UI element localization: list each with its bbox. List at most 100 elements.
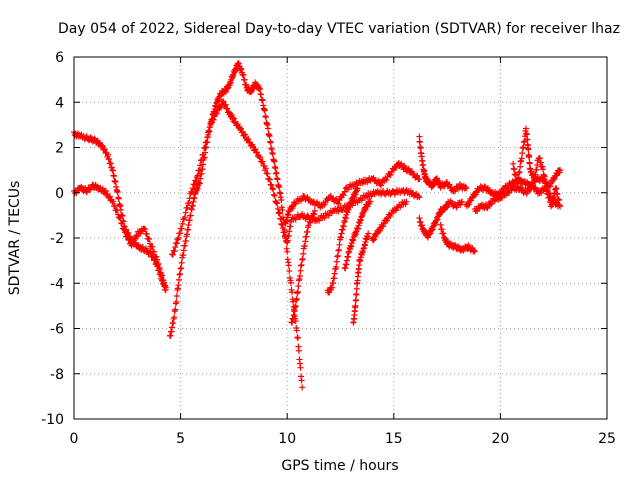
data-point xyxy=(118,220,125,227)
series-trace-f xyxy=(284,186,423,244)
data-point xyxy=(266,176,273,183)
data-point xyxy=(353,291,360,298)
data-point xyxy=(525,146,532,153)
data-point xyxy=(516,168,523,175)
data-point xyxy=(519,150,526,157)
data-point xyxy=(184,204,191,211)
data-point xyxy=(336,241,343,248)
data-point xyxy=(542,180,549,187)
data-point xyxy=(245,135,252,142)
data-point xyxy=(459,198,466,205)
data-point xyxy=(299,256,306,263)
data-point xyxy=(91,135,98,142)
data-point xyxy=(290,298,297,305)
data-point xyxy=(178,225,185,232)
data-point xyxy=(177,230,184,237)
data-point xyxy=(162,287,169,294)
data-point xyxy=(114,207,121,214)
data-point xyxy=(185,200,192,207)
series-trace-j xyxy=(350,230,372,326)
data-point xyxy=(293,327,300,334)
series-trace-n xyxy=(437,221,478,255)
data-point xyxy=(465,201,472,208)
data-point xyxy=(204,134,211,141)
data-point xyxy=(264,170,271,177)
y-tick-label: -6 xyxy=(50,322,64,338)
data-point xyxy=(526,154,533,161)
series-trace-i xyxy=(341,198,374,272)
data-point xyxy=(384,217,391,224)
data-point xyxy=(389,187,396,194)
data-point xyxy=(201,144,208,151)
data-point xyxy=(121,226,128,233)
data-point xyxy=(557,203,564,210)
data-point xyxy=(378,182,385,189)
data-point xyxy=(198,156,205,163)
data-point xyxy=(443,179,450,186)
data-point xyxy=(150,248,157,255)
data-point xyxy=(384,173,391,180)
data-point xyxy=(182,209,189,216)
data-point xyxy=(297,267,304,274)
data-point xyxy=(365,230,372,237)
data-point xyxy=(295,347,302,354)
data-point xyxy=(259,158,266,165)
data-point xyxy=(122,229,129,236)
data-point xyxy=(178,259,185,266)
data-point xyxy=(114,189,121,196)
data-point xyxy=(273,169,280,176)
y-tick-label: 2 xyxy=(55,141,64,157)
data-point xyxy=(269,150,276,157)
data-point xyxy=(210,116,217,123)
data-point xyxy=(213,110,220,117)
data-point xyxy=(414,172,421,179)
data-point xyxy=(196,167,203,174)
data-point xyxy=(241,132,248,139)
data-point xyxy=(193,177,200,184)
data-point xyxy=(173,292,180,299)
data-point xyxy=(463,185,470,192)
data-point xyxy=(146,236,153,243)
y-tick-label: 0 xyxy=(55,186,64,202)
data-point xyxy=(270,191,277,198)
data-point xyxy=(261,107,268,114)
data-point xyxy=(518,155,525,162)
data-point xyxy=(551,176,558,183)
data-point xyxy=(392,164,399,171)
data-point xyxy=(252,146,259,153)
data-point xyxy=(99,142,106,149)
data-point xyxy=(295,283,302,290)
data-point xyxy=(189,185,196,192)
data-point xyxy=(380,223,387,230)
data-point xyxy=(345,206,352,213)
data-point xyxy=(205,128,212,135)
data-point xyxy=(416,194,423,201)
x-tick-label: 10 xyxy=(278,431,296,447)
data-point xyxy=(230,115,237,122)
y-tick-label: -2 xyxy=(50,231,64,247)
series-trace-d xyxy=(169,98,291,258)
data-point xyxy=(324,197,331,204)
data-point xyxy=(311,211,318,218)
data-point xyxy=(254,149,261,156)
x-tick-label: 0 xyxy=(70,431,79,447)
series-trace-e xyxy=(282,160,423,227)
data-point xyxy=(213,110,220,117)
data-point xyxy=(115,195,122,202)
y-tick-label: 6 xyxy=(55,50,64,66)
data-point xyxy=(541,173,548,180)
data-point xyxy=(311,207,318,214)
data-point xyxy=(146,240,153,247)
data-point xyxy=(286,268,293,275)
data-point xyxy=(197,162,204,169)
data-point xyxy=(298,261,305,268)
data-point xyxy=(289,205,296,212)
data-point xyxy=(279,206,286,213)
data-point xyxy=(517,163,524,170)
data-point xyxy=(217,104,224,111)
data-point xyxy=(335,200,342,207)
data-point xyxy=(514,180,521,187)
series-trace-b xyxy=(71,181,169,294)
data-point xyxy=(142,226,149,233)
